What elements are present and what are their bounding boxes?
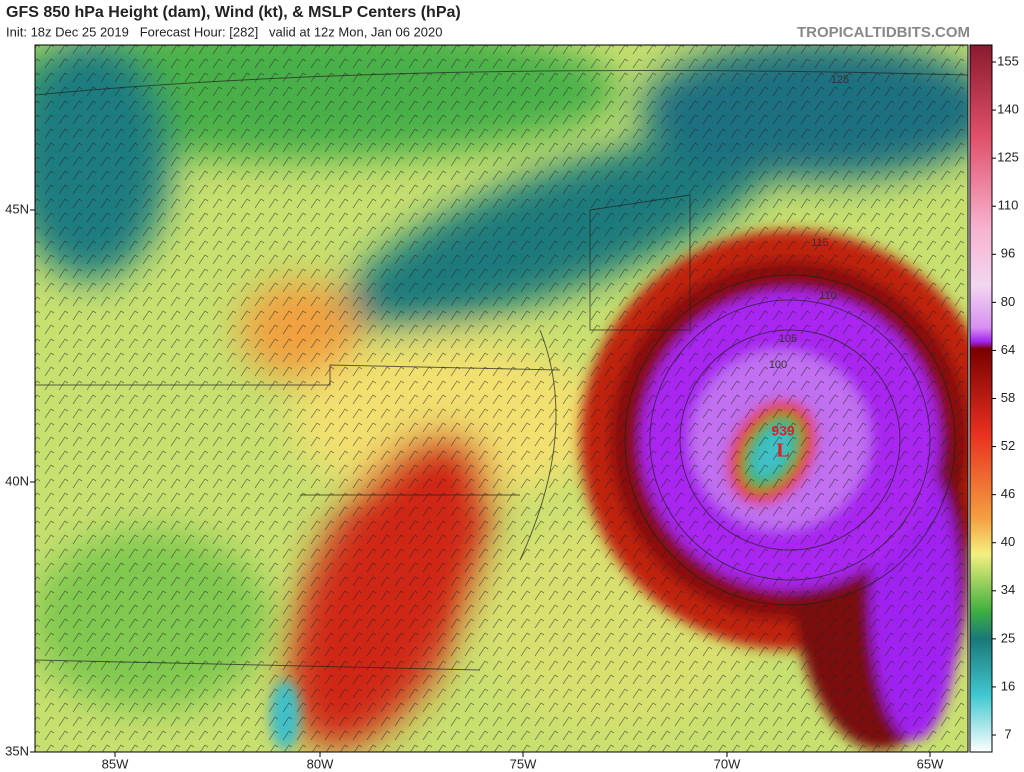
colorbar-label: 64: [1001, 342, 1015, 357]
lat-label: 40N: [5, 473, 29, 488]
lat-label: 35N: [5, 743, 29, 758]
colorbar: [969, 44, 993, 753]
colorbar-label: 7: [1004, 726, 1011, 741]
colorbar-label: 80: [1001, 294, 1015, 309]
colorbar-label: 34: [1001, 582, 1015, 597]
colorbar-label: 140: [997, 102, 1019, 117]
low-symbol: L: [776, 440, 789, 462]
contour-label: 125: [831, 74, 849, 86]
colorbar-label: 155: [997, 53, 1019, 68]
map-frame: [34, 44, 969, 753]
colorbar-label: 16: [1001, 678, 1015, 693]
colorbar-label: 58: [1001, 390, 1015, 405]
lat-label: 45N: [5, 201, 29, 216]
lon-label: 70W: [714, 756, 741, 771]
colorbar-label: 25: [1001, 630, 1015, 645]
map-title: GFS 850 hPa Height (dam), Wind (kt), & M…: [6, 4, 461, 21]
low-pressure: 939: [771, 423, 795, 439]
credit: TROPICALTIDBITS.COM: [797, 24, 970, 41]
contour-label: 115: [811, 237, 829, 249]
colorbar-label: 40: [1001, 534, 1015, 549]
lon-label: 75W: [510, 756, 537, 771]
contour-label: 105: [779, 333, 797, 345]
map-subtitle: Init: 18z Dec 25 2019 Forecast Hour: [28…: [6, 24, 442, 39]
contour-label: 110: [819, 290, 837, 302]
map-field: [35, 45, 968, 752]
lon-label: 80W: [307, 756, 334, 771]
colorbar-label: 52: [1001, 438, 1015, 453]
lon-label: 65W: [917, 756, 944, 771]
colorbar-label: 96: [1001, 246, 1015, 261]
colorbar-label: 125: [997, 150, 1019, 165]
colorbar-label: 110: [998, 198, 1019, 213]
contour-label: 100: [769, 359, 787, 371]
lon-label: 85W: [102, 756, 129, 771]
colorbar-label: 46: [1001, 486, 1015, 501]
